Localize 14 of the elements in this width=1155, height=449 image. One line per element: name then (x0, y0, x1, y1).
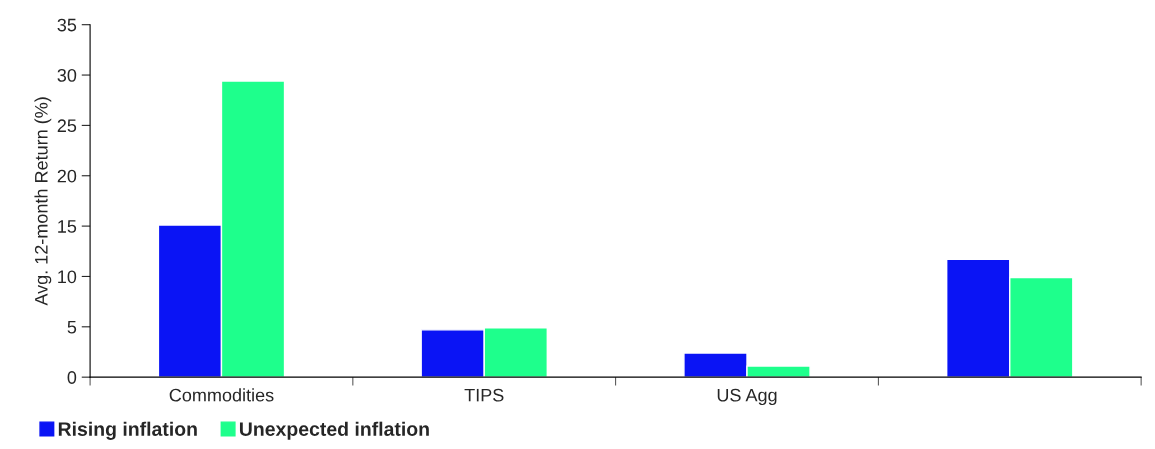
y-tick-label: 30 (57, 68, 77, 82)
x-tick-label: Commodities (169, 388, 274, 402)
x-tick-label: TIPS (464, 388, 504, 402)
legend-label: Unexpected inflation (239, 421, 429, 440)
legend-label: Rising inflation (58, 421, 197, 440)
y-axis-title: Avg. 12-month Return (%) (34, 97, 52, 306)
y-tick-label: 35 (57, 18, 77, 32)
y-tick-label: 0 (67, 371, 77, 384)
y-tick-label: 15 (58, 220, 77, 233)
y-tick-label: 20 (57, 169, 77, 183)
y-tick-label: 5 (67, 320, 77, 334)
y-tick-label: 10 (58, 270, 77, 284)
y-tick-label: 25 (57, 119, 77, 133)
x-tick-label: US Agg (717, 388, 777, 406)
